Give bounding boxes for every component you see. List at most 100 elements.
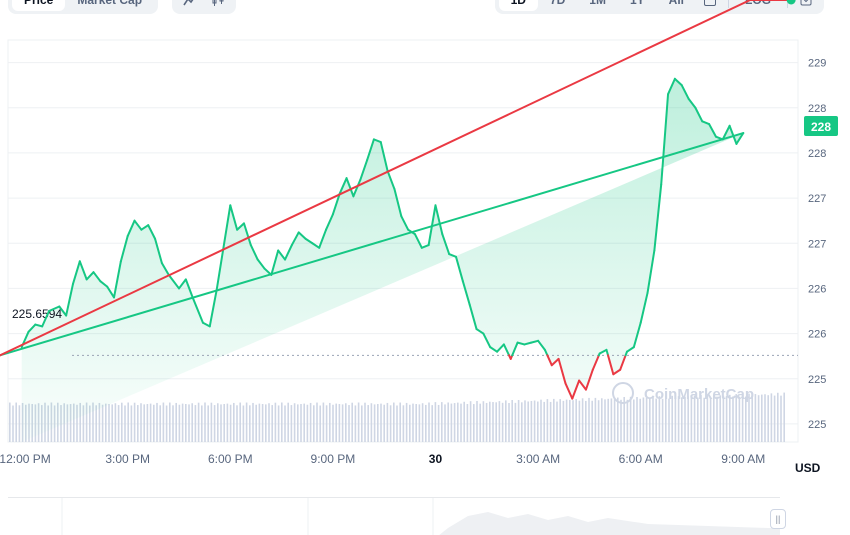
y-tick-label: 227	[808, 238, 826, 250]
tab-market-cap[interactable]: Market Cap	[77, 0, 143, 7]
volume-bar	[540, 399, 542, 442]
volume-bar	[649, 398, 651, 442]
price-segment	[673, 77, 683, 87]
volume-bar	[79, 402, 81, 442]
volume-bar	[562, 400, 565, 442]
volume-bar	[223, 404, 225, 442]
volume-bar	[114, 403, 117, 442]
volume-bar	[351, 402, 353, 442]
volume-bar	[581, 398, 584, 442]
price-segment	[482, 332, 492, 349]
volume-bar	[92, 402, 94, 442]
range-7d[interactable]: 7D	[549, 0, 566, 7]
volume-bar	[441, 402, 443, 442]
volume-bar	[524, 400, 526, 442]
volume-bar	[578, 400, 581, 442]
price-segment	[455, 255, 464, 283]
volume-bar	[156, 402, 158, 442]
price-segment	[530, 339, 540, 344]
line-chart-button[interactable]	[176, 0, 204, 11]
volume-bar	[485, 402, 488, 442]
price-segment	[318, 228, 328, 249]
volume-bar	[629, 396, 632, 442]
volume-bar	[258, 403, 261, 442]
volume-bar	[249, 405, 251, 442]
volume-bar	[575, 399, 577, 442]
volume-bar	[594, 397, 597, 442]
current-price-dot	[786, 0, 796, 5]
navigator-handle[interactable]: ||	[770, 509, 786, 529]
volume-bar	[658, 396, 661, 442]
price-segment	[400, 215, 410, 231]
volume-bar	[527, 401, 529, 442]
price-segment	[311, 242, 321, 249]
volume-bar	[354, 405, 357, 442]
x-tick-label: 9:00 AM	[721, 452, 765, 466]
volume-bar	[284, 405, 286, 442]
range-1y[interactable]: 1Y	[629, 0, 645, 7]
y-tick-label: 226	[808, 329, 826, 341]
calendar-icon	[704, 0, 716, 6]
volume-bar	[207, 405, 209, 442]
x-axis: 12:00 PM 3:00 PM 6:00 PM 9:00 PM 30 3:00 AM 6:…	[0, 452, 765, 466]
volume-bar	[399, 402, 401, 442]
volume-bar	[511, 399, 513, 442]
volume-bar	[738, 396, 741, 442]
range-all[interactable]: All	[668, 0, 684, 7]
volume-bar	[697, 397, 699, 442]
volume-bar	[121, 402, 123, 442]
range-1d[interactable]: 1D	[498, 0, 538, 11]
price-segment	[735, 132, 745, 145]
volume-bar	[700, 394, 702, 442]
volume-bar	[297, 404, 299, 442]
volume-bar	[181, 403, 184, 442]
volume-bar	[329, 402, 331, 442]
price-segment	[48, 305, 61, 313]
price-segment	[420, 244, 430, 249]
volume-bar	[671, 395, 673, 442]
candlestick-button[interactable]	[204, 0, 232, 11]
price-segment	[65, 282, 74, 317]
tab-price[interactable]: Price	[12, 0, 66, 11]
volume-bar	[345, 403, 347, 442]
volume-bar	[706, 394, 709, 442]
log-scale-button[interactable]: LOG	[745, 0, 771, 7]
volume-bar	[242, 405, 245, 442]
price-segment	[154, 237, 163, 265]
volume-bar	[463, 401, 465, 442]
volume-bar	[613, 399, 616, 442]
volume-bar	[303, 403, 305, 442]
export-button[interactable]	[792, 0, 820, 11]
price-segment	[708, 123, 717, 138]
volume-bar	[108, 403, 110, 442]
calendar-button[interactable]	[696, 0, 724, 11]
volume-bar	[162, 402, 165, 442]
price-segment	[537, 339, 546, 351]
price-chart[interactable]: CoinMarketCap 225.6594 22922822822722722…	[0, 0, 850, 500]
price-segment	[489, 346, 499, 353]
candlestick-icon	[212, 0, 224, 6]
volume-bar	[271, 405, 273, 442]
volume-bar	[229, 404, 232, 442]
volume-bar	[82, 405, 85, 442]
range-navigator[interactable]	[8, 497, 780, 535]
price-segment	[277, 249, 287, 261]
volume-bar	[201, 405, 203, 442]
volume-bar	[709, 397, 712, 442]
y-tick-label: 228	[808, 148, 826, 160]
volume-bar	[684, 396, 686, 442]
volume-bar	[12, 405, 14, 442]
price-segment	[687, 97, 697, 109]
volume-bar	[690, 397, 693, 442]
volume-bar	[505, 400, 507, 442]
price-segment	[667, 77, 676, 96]
price-segment	[270, 249, 280, 276]
volume-bar	[146, 404, 149, 442]
volume-bar	[716, 396, 718, 442]
price-segment	[461, 280, 471, 306]
volume-bar	[95, 405, 97, 442]
volume-bar	[761, 394, 763, 442]
volume-bar	[316, 402, 318, 442]
range-1m[interactable]: 1M	[589, 0, 606, 7]
volume-bar	[447, 402, 449, 442]
